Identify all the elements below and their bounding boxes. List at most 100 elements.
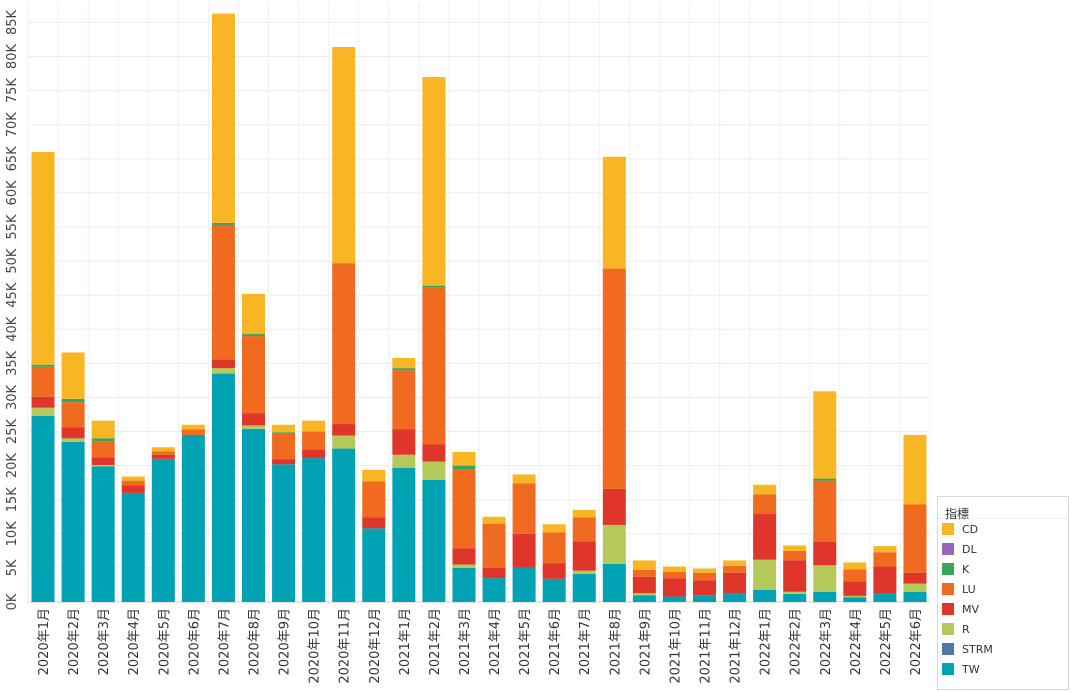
bar-segment-lu[interactable] <box>91 441 115 458</box>
bar-segment-tw[interactable] <box>482 578 506 602</box>
bar-segment-tw[interactable] <box>272 464 296 602</box>
bar-segment-cd[interactable] <box>242 293 265 335</box>
bar-segment-lu[interactable] <box>392 370 416 430</box>
bar-segment-mv[interactable] <box>392 429 416 455</box>
bar-segment-mv[interactable] <box>662 578 686 597</box>
bar-segment-tw[interactable] <box>332 448 356 602</box>
bar-segment-tw[interactable] <box>452 567 476 602</box>
bar-segment-cd[interactable] <box>362 469 386 482</box>
bar-segment-cd[interactable] <box>151 447 175 452</box>
bar-segment-mv[interactable] <box>61 427 85 439</box>
bar-segment-mv[interactable] <box>572 541 596 571</box>
bar-segment-lu[interactable] <box>211 224 235 360</box>
bar-segment-lu[interactable] <box>903 504 927 573</box>
bar-segment-mv[interactable] <box>843 581 867 596</box>
bar-segment-mv[interactable] <box>91 457 115 465</box>
bar-segment-mv[interactable] <box>632 576 656 594</box>
bar-segment-tw[interactable] <box>151 458 175 602</box>
bar-segment-mv[interactable] <box>873 566 897 594</box>
legend-item-tw[interactable]: TW <box>938 659 1068 679</box>
bar-segment-r[interactable] <box>91 464 115 467</box>
bar-segment-mv[interactable] <box>903 572 927 584</box>
legend-item-lu[interactable]: LU <box>938 579 1068 599</box>
bar-segment-tw[interactable] <box>181 434 205 602</box>
bar-segment-cd[interactable] <box>121 476 145 481</box>
bar-segment-k[interactable] <box>242 334 265 337</box>
bar-segment-tw[interactable] <box>121 492 145 602</box>
bar-segment-cd[interactable] <box>211 13 235 223</box>
bar-segment-r[interactable] <box>843 595 867 598</box>
bar-segment-tw[interactable] <box>662 596 686 602</box>
bar-segment-cd[interactable] <box>512 474 536 484</box>
bar-segment-cd[interactable] <box>843 562 867 570</box>
bar-segment-r[interactable] <box>211 368 235 374</box>
bar-segment-lu[interactable] <box>632 569 656 577</box>
bar-segment-mv[interactable] <box>813 542 837 566</box>
bar-segment-cd[interactable] <box>662 566 686 572</box>
bar-segment-cd[interactable] <box>542 524 566 533</box>
bar-segment-r[interactable] <box>61 438 85 442</box>
bar-segment-r[interactable] <box>242 425 265 429</box>
bar-segment-lu[interactable] <box>602 268 626 489</box>
bar-segment-r[interactable] <box>602 524 626 564</box>
bar-segment-lu[interactable] <box>783 550 807 561</box>
bar-segment-k[interactable] <box>272 432 296 434</box>
bar-segment-mv[interactable] <box>693 580 716 596</box>
bar-segment-k[interactable] <box>422 285 446 288</box>
bar-segment-tw[interactable] <box>813 591 837 602</box>
bar-segment-r[interactable] <box>572 570 596 575</box>
bar-segment-mv[interactable] <box>512 533 536 568</box>
bar-segment-mv[interactable] <box>272 459 296 465</box>
bar-segment-tw[interactable] <box>31 415 55 602</box>
bar-segment-cd[interactable] <box>602 156 626 269</box>
bar-segment-r[interactable] <box>392 454 416 468</box>
bar-segment-cd[interactable] <box>91 420 115 439</box>
bar-segment-tw[interactable] <box>753 589 777 602</box>
bar-segment-mv[interactable] <box>362 517 386 529</box>
bar-segment-k[interactable] <box>452 465 476 470</box>
bar-segment-cd[interactable] <box>723 560 747 566</box>
legend-item-cd[interactable]: CD <box>938 519 1068 539</box>
bar-segment-mv[interactable] <box>602 488 626 525</box>
bar-segment-k[interactable] <box>31 364 55 367</box>
bar-segment-tw[interactable] <box>542 578 566 602</box>
bar-segment-tw[interactable] <box>362 528 386 602</box>
bar-segment-tw[interactable] <box>602 563 626 602</box>
bar-segment-tw[interactable] <box>61 441 85 602</box>
bar-segment-lu[interactable] <box>542 532 566 564</box>
bar-segment-mv[interactable] <box>542 563 566 579</box>
bar-segment-lu[interactable] <box>302 431 326 450</box>
bar-segment-cd[interactable] <box>332 47 356 264</box>
bar-segment-lu[interactable] <box>693 572 716 581</box>
bar-segment-lu[interactable] <box>362 481 386 518</box>
bar-segment-lu[interactable] <box>31 366 55 397</box>
bar-segment-cd[interactable] <box>482 516 506 524</box>
bar-segment-tw[interactable] <box>512 567 536 602</box>
bar-segment-cd[interactable] <box>632 560 656 570</box>
bar-segment-lu[interactable] <box>332 263 356 425</box>
bar-segment-r[interactable] <box>783 591 807 594</box>
legend-item-dl[interactable]: DL <box>938 539 1068 559</box>
bar-segment-tw[interactable] <box>632 595 656 602</box>
bar-segment-mv[interactable] <box>302 449 326 459</box>
bar-segment-r[interactable] <box>753 559 777 590</box>
bar-segment-lu[interactable] <box>723 565 747 573</box>
bar-segment-lu[interactable] <box>813 480 837 542</box>
bar-segment-cd[interactable] <box>873 546 897 553</box>
bar-segment-cd[interactable] <box>181 424 205 430</box>
bar-segment-lu[interactable] <box>61 402 85 428</box>
bar-segment-k[interactable] <box>813 478 837 481</box>
bar-segment-mv[interactable] <box>121 485 145 493</box>
bar-segment-r[interactable] <box>903 583 927 592</box>
legend-item-strm[interactable]: STRM <box>938 639 1068 659</box>
bar-segment-tw[interactable] <box>211 373 235 602</box>
bar-segment-cd[interactable] <box>302 420 326 432</box>
bar-segment-tw[interactable] <box>843 597 867 602</box>
bar-segment-r[interactable] <box>31 407 55 416</box>
bar-segment-mv[interactable] <box>482 567 506 579</box>
bar-segment-tw[interactable] <box>873 593 897 602</box>
bar-segment-k[interactable] <box>91 438 115 442</box>
bar-segment-mv[interactable] <box>783 560 807 592</box>
bar-segment-tw[interactable] <box>91 466 115 602</box>
bar-segment-mv[interactable] <box>31 396 55 408</box>
